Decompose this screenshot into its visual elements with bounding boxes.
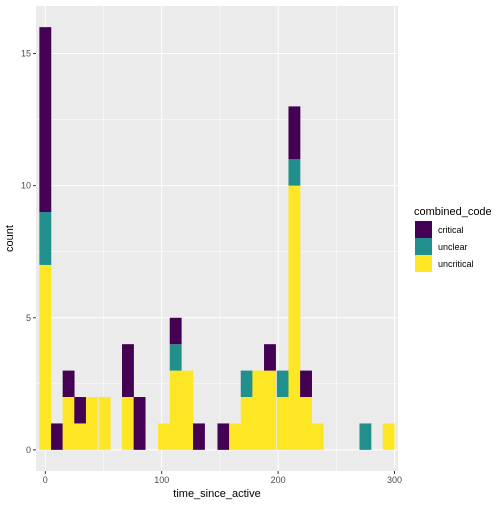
minor-gridlines [36, 6, 398, 471]
y-tick-label: 0 [26, 445, 31, 455]
x-axis-ticks: 0 100 200 300 [43, 471, 402, 485]
y-tick-label: 5 [26, 313, 31, 323]
bar-uncritical [169, 370, 182, 450]
legend-title: combined_code [414, 206, 492, 218]
x-tick-label: 0 [43, 475, 48, 485]
bar-critical [133, 397, 146, 450]
bar-uncritical [74, 423, 87, 450]
y-tick-label: 10 [21, 181, 31, 191]
bar-unclear [240, 370, 253, 398]
bar-uncritical [181, 370, 194, 450]
x-tick-label: 300 [387, 475, 402, 485]
legend-swatch-critical [415, 221, 432, 238]
bar-unclear [359, 423, 372, 450]
x-tick-label: 100 [154, 475, 169, 485]
bar-critical [122, 344, 134, 398]
bar-uncritical [252, 370, 265, 450]
bar-uncritical [229, 423, 241, 450]
x-tick-label: 200 [271, 475, 286, 485]
plot-panel [36, 6, 398, 471]
bar-critical [288, 106, 301, 160]
bar-unclear [169, 344, 182, 371]
bar-unclear [39, 212, 52, 265]
bars [39, 27, 395, 450]
legend: combined_code critical unclear uncritical [414, 206, 492, 272]
bar-uncritical [276, 397, 289, 450]
y-tick-label: 15 [21, 49, 31, 59]
bar-critical [74, 397, 87, 424]
bar-unclear [276, 370, 289, 398]
bar-critical [193, 423, 205, 450]
bar-uncritical [382, 423, 395, 450]
legend-label-unclear: unclear [438, 242, 468, 252]
bar-uncritical [85, 397, 98, 450]
legend-swatch-unclear [415, 238, 432, 255]
bar-uncritical [288, 185, 301, 450]
bar-uncritical [311, 423, 324, 450]
bar-critical [62, 370, 75, 398]
bar-critical [264, 344, 276, 371]
bar-uncritical [240, 397, 253, 450]
legend-label-uncritical: uncritical [438, 259, 474, 269]
bar-uncritical [98, 397, 111, 450]
bar-uncritical [39, 264, 52, 450]
bar-critical [217, 423, 230, 450]
bar-critical [169, 317, 182, 345]
legend-items: critical unclear uncritical [415, 221, 474, 272]
y-axis-title: count [4, 225, 16, 252]
bar-uncritical [122, 397, 134, 450]
bar-uncritical [158, 423, 170, 450]
legend-swatch-uncritical [415, 255, 432, 272]
x-axis-title: time_since_active [173, 488, 260, 500]
bar-uncritical [300, 397, 312, 450]
bar-critical [39, 27, 52, 213]
y-axis-ticks: 0 5 10 15 [21, 49, 36, 455]
bar-critical [51, 423, 63, 450]
bar-uncritical [264, 370, 276, 450]
legend-label-critical: critical [438, 225, 464, 235]
bar-unclear [288, 159, 301, 186]
bar-uncritical [62, 397, 75, 450]
bar-critical [300, 370, 312, 398]
